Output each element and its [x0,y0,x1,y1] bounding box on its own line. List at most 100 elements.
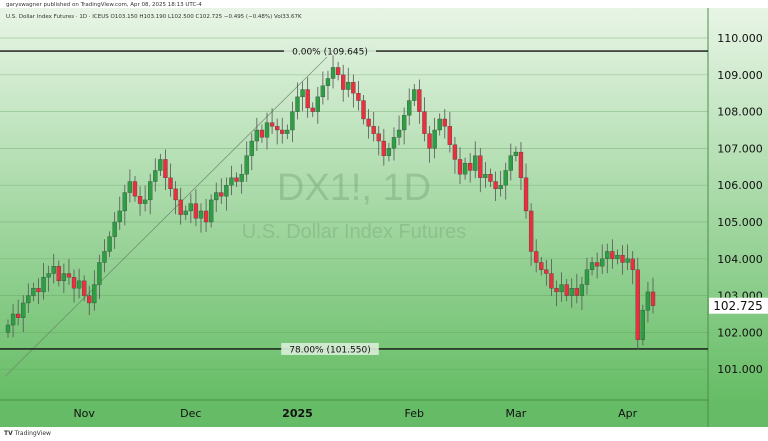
candle-body [295,96,300,112]
candle-body [203,210,209,223]
candle-body [168,177,173,190]
candle-body [107,236,112,252]
candle-body [610,251,615,259]
candle-body [249,140,254,156]
candle-body [61,273,67,282]
candle-body [371,126,376,134]
candle-body [625,258,630,263]
candle-body [76,280,82,289]
publisher-line: garyswagner published on TradingView.com… [6,2,202,8]
candle-body [412,89,417,101]
candle-body [386,148,392,156]
candle-body [21,302,26,318]
candle-body [325,78,331,86]
candle-body [285,129,290,134]
candle-body [417,89,422,112]
candle-body [488,174,493,182]
symbol-info-line: U.S. Dollar Index Futures · 1D · ICEUS O… [6,14,302,20]
candle-body [468,162,473,171]
candle-body [239,174,244,182]
candle-body [462,162,468,175]
candle-body [427,133,432,149]
candle-body [117,210,122,223]
candle-body [589,262,595,270]
candle-body [503,170,508,186]
candle-body [559,284,564,293]
candle-body [92,284,97,304]
candle-body [437,118,442,131]
candle-body [518,151,524,178]
candle-body [432,129,437,149]
candle-body [178,199,183,215]
candle-body [534,251,539,263]
last-price-badge [709,297,768,314]
chart-background [0,8,768,400]
candle-body [600,258,605,267]
candle-body [102,251,107,263]
candle-body [554,288,559,293]
candle-body [26,295,31,304]
candle-body [447,126,453,145]
candle-body [142,199,148,204]
candle-body [381,140,386,156]
candle-body [498,185,503,190]
candle-body [259,129,265,138]
candle-body [229,177,234,186]
candle-body [452,144,458,160]
x-tick-label: Nov [73,407,95,420]
fib-level-label: 78.00% (101.550) [289,345,370,355]
candle-body [163,159,168,178]
candle-body [10,313,16,326]
candle-body [31,288,36,296]
candle-body [127,181,133,193]
footer-brand: TradingView [14,430,51,437]
candle-body [51,266,56,274]
candle-body [183,210,188,215]
candle-body [605,251,610,259]
candle-body [528,210,534,252]
y-tick-label: 101.000 [717,363,763,376]
candle-body [330,67,336,79]
fib-label-bg [281,342,379,355]
candle-body [645,291,651,311]
time-axis[interactable] [0,400,708,427]
candle-body [66,273,72,278]
candle-body [46,273,51,278]
watermark-name: U.S. Dollar Index Futures [242,221,467,243]
candle-body [315,96,320,112]
candle-body [193,203,199,219]
candle-body [361,100,366,120]
candle-body [71,277,77,289]
x-tick-label: Apr [618,407,638,420]
candle-body [335,67,341,75]
y-tick-label: 104.000 [717,253,763,266]
candle-body [264,122,270,138]
candle-body [244,155,249,175]
candle-body [198,210,204,219]
candle-body [391,137,397,149]
x-tick-label: Feb [405,407,424,420]
watermark-ticker: DX1!, 1D [277,167,431,209]
candle-body [341,74,346,90]
candle-body [396,129,402,138]
candle-body [564,284,569,296]
candle-body [5,324,11,333]
candle-body [122,192,127,212]
candle-body [544,269,549,274]
candle-body [214,192,219,201]
candle-body [478,155,483,178]
candle-body [442,118,447,127]
candle-body [305,89,310,109]
candle-body [269,122,275,127]
candle-body [300,89,305,98]
candle-body [16,313,21,318]
candle-body [97,262,102,285]
candle-body [523,177,529,212]
candle-body [254,129,260,142]
candle-body [594,262,600,267]
candle-body [36,288,41,293]
fib-level-label: 0.00% (109.645) [292,48,368,58]
candle-body [56,266,61,282]
